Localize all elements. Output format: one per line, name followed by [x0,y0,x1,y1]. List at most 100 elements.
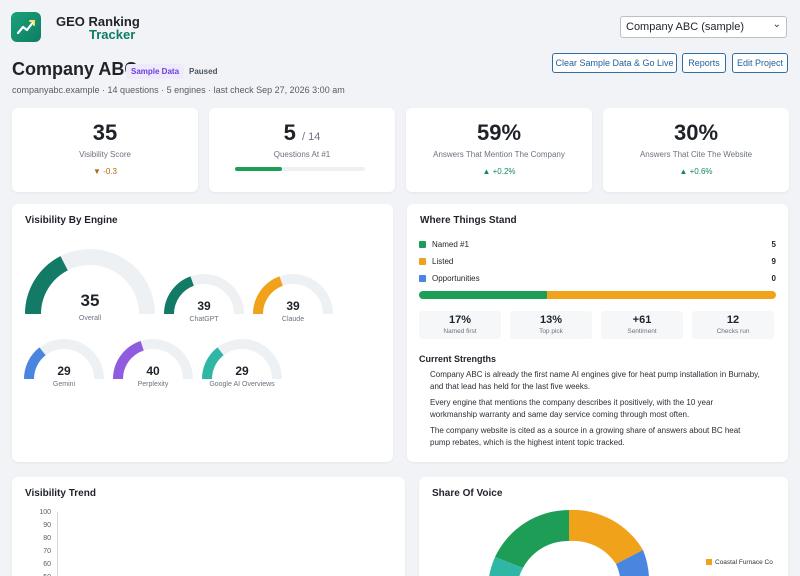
named-first-row: Named #1 5 [419,239,776,251]
perplexity-gauge-label: Perplexity [137,381,169,388]
y-tick-label: 90 [43,522,51,529]
gauge-fill [25,256,69,314]
listed-value: 9 [771,257,776,266]
opportunities-swatch [419,275,426,282]
listed-row: Listed 9 [419,256,776,268]
chevron-down-icon: ⌄ [772,19,781,30]
y-tick-label: 80 [43,535,51,542]
y-tick-label: 70 [43,548,51,555]
visibility-by-engine-title: Visibility By Engine [25,215,118,226]
paused-badge: Paused [184,64,223,79]
overall-gauge [25,249,155,314]
y-tick-label: 60 [43,561,51,568]
donut-segment [489,557,523,576]
checks-run-stat-value: 12 [726,314,740,326]
gauge-fill [113,340,145,379]
questions-progress-fill [235,167,282,171]
current-strengths-title: Current Strengths [419,354,497,364]
share-of-voice-donut [489,509,649,576]
y-axis-line [57,512,58,576]
strength-paragraph: The company website is cited as a source… [430,426,741,447]
project-select[interactable]: Company ABC (sample) ⌄ [620,16,787,38]
overall-gauge-label: Overall [78,315,102,322]
visibility-score-value: 35 [92,120,118,145]
visibility-trend-title: Visibility Trend [25,488,96,499]
questions-at-1-label: Questions At #1 [273,150,331,159]
where-things-stand-card: Where Things Stand Named #1 5 Listed 9 O… [407,204,788,462]
where-things-stand-title: Where Things Stand [420,215,517,226]
named-first-stat: 17% Named first [419,311,501,339]
checks-run-stat: 12 Checks run [692,311,774,339]
standing-stacked-bar [419,291,776,299]
sov-legend-swatch [706,559,712,565]
claude-gauge [253,274,333,314]
perplexity-gauge [113,339,193,379]
listed-label: Listed [432,257,454,266]
cite-label: Answers That Cite The Website [639,150,753,159]
visibility-by-engine-card: Visibility By Engine 35 Overall 39 ChatG… [12,204,393,462]
app-logo [11,12,41,42]
questions-at-1-value: 5 [283,120,296,145]
listed-swatch [419,258,426,265]
project-select-value: Company ABC (sample) [626,21,744,33]
cite-delta: ▲ +0.6% [679,167,713,176]
sentiment-stat: +61 Sentiment [601,311,683,339]
opportunities-row: Opportunities 0 [419,273,776,285]
brand-subname: Tracker [89,27,136,42]
stacked-bar-segment [546,291,776,299]
visibility-score-delta: ▼ -0.3 [93,167,117,176]
y-tick-label: 100 [39,509,51,516]
questions-at-1-card: 5 / 14 Questions At #1 [209,108,395,192]
mention-value: 59% [476,120,522,145]
top-bar: GEO Ranking Tracker Company ABC (sample)… [0,0,800,52]
perplexity-gauge-value: 40 [146,364,160,378]
strength-paragraph: Every engine that mentions the company d… [430,398,714,419]
top-pick-stat: 13% Top pick [510,311,592,339]
checks-run-stat-label: Checks run [716,328,750,335]
gauge-fill [202,347,224,379]
visibility-trend-card: Visibility Trend 100 90 80 70 60 50 [12,477,405,576]
sov-legend-item: Coastal Furnace Co [706,559,773,566]
cite-value: 30% [673,120,719,145]
gemini-gauge [24,339,104,379]
reports-button[interactable]: Reports [682,53,726,73]
stacked-bar-segment [419,291,547,299]
questions-at-1-value-group: 5 / 14 [209,120,395,146]
gemini-gauge-label: Gemini [52,381,76,388]
sov-legend-label: Coastal Furnace Co [715,559,773,566]
gauge-fill [164,276,195,314]
questions-progress-bar [235,167,365,171]
google-ai-overviews-gauge-value: 29 [235,364,249,378]
named-first-label: Named #1 [432,240,469,249]
top-pick-stat-value: 13% [539,314,563,326]
y-tick-label: 50 [29,574,51,576]
share-of-voice-card: Share Of Voice Coastal Furnace Co [419,477,788,576]
opportunities-label: Opportunities [432,274,480,283]
opportunities-value: 0 [771,274,776,283]
donut-segment [569,509,643,564]
claude-gauge-label: Claude [281,316,305,323]
gauge-fill [24,347,46,379]
overall-gauge-value: 35 [80,291,100,310]
top-pick-stat-label: Top pick [539,328,563,335]
project-meta: companyabc.example · 14 questions · 5 en… [12,85,345,95]
brand-name: GEO Ranking [56,14,140,29]
mention-label: Answers That Mention The Company [433,150,565,159]
questions-total: / 14 [302,131,321,143]
cite-card: 30% Answers That Cite The Website ▲ +0.6… [603,108,789,192]
sentiment-stat-label: Sentiment [627,328,657,335]
google-ai-overviews-gauge-label: Google AI Overviews [209,381,275,388]
trend-up-icon [16,19,36,35]
donut-segment [616,550,649,576]
strength-paragraph: Company ABC is already the first name AI… [430,370,760,391]
sample-data-badge: Sample Data [126,64,185,79]
google-ai-overviews-gauge [202,339,282,379]
gauge-fill [253,276,284,314]
named-first-stat-value: 17% [448,314,472,326]
sentiment-stat-value: +61 [632,314,652,326]
clear-sample-data-button[interactable]: Clear Sample Data & Go Live [552,53,677,73]
edit-project-button[interactable]: Edit Project [732,53,788,73]
visibility-score-label: Visibility Score [79,150,131,159]
chatgpt-gauge-value: 39 [197,299,211,313]
donut-segment [495,510,569,568]
